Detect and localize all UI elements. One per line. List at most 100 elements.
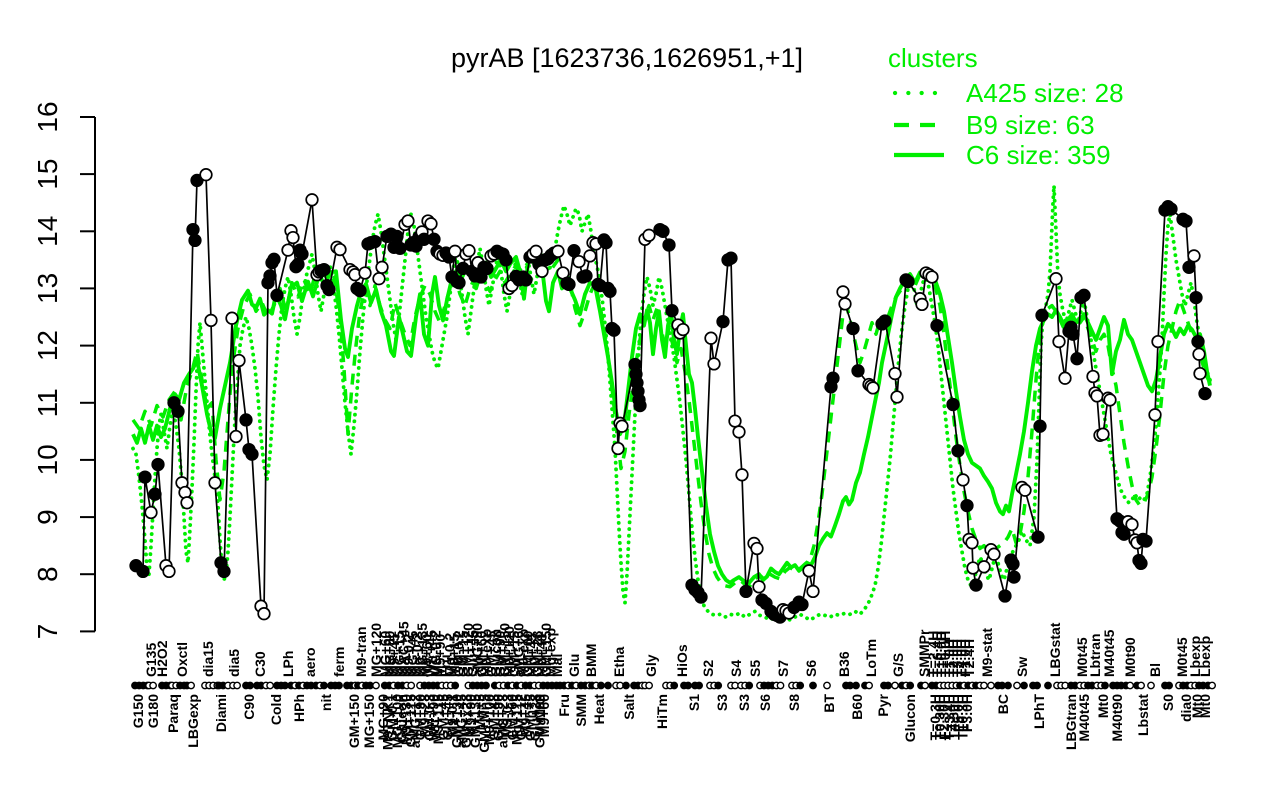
svg-text:Mt0: Mt0 bbox=[1189, 694, 1205, 718]
svg-text:M9-stat: M9-stat bbox=[979, 628, 995, 677]
svg-text:M9+60: M9+60 bbox=[418, 634, 434, 677]
svg-text:HiOs: HiOs bbox=[674, 644, 690, 677]
svg-text:GM+60: GM+60 bbox=[474, 630, 490, 677]
svg-text:9: 9 bbox=[32, 509, 63, 525]
svg-text:Paraq: Paraq bbox=[165, 694, 181, 733]
svg-text:Gly: Gly bbox=[643, 654, 659, 677]
svg-text:Diami: Diami bbox=[213, 694, 229, 732]
svg-text:M9+28: M9+28 bbox=[416, 694, 432, 737]
svg-text:Fru: Fru bbox=[437, 654, 453, 677]
svg-text:G180: G180 bbox=[145, 694, 161, 728]
svg-text:GM+100: GM+100 bbox=[531, 694, 547, 748]
svg-text:Glu: Glu bbox=[566, 654, 582, 677]
svg-text:S7: S7 bbox=[775, 660, 791, 677]
svg-text:aMG+90: aMG+90 bbox=[469, 623, 485, 677]
svg-text:Salt: Salt bbox=[621, 694, 637, 720]
svg-text:7: 7 bbox=[32, 624, 63, 640]
svg-text:dia0: dia0 bbox=[1178, 694, 1194, 722]
svg-text:M9+90: M9+90 bbox=[432, 634, 448, 677]
svg-text:M0t45: M0t45 bbox=[1074, 637, 1090, 677]
svg-text:Glucon: Glucon bbox=[487, 629, 503, 677]
svg-text:GM+90: GM+90 bbox=[492, 630, 508, 677]
svg-text:MG+15: MG+15 bbox=[391, 630, 407, 677]
svg-text:GM-0.2: GM-0.2 bbox=[451, 630, 467, 677]
svg-text:GM+150: GM+150 bbox=[346, 694, 362, 748]
svg-text:M9+45: M9+45 bbox=[518, 694, 534, 737]
svg-text:GM+130: GM+130 bbox=[449, 694, 465, 748]
svg-text:Oxctl: Oxctl bbox=[174, 642, 190, 677]
svg-text:GM+90: GM+90 bbox=[412, 694, 428, 741]
svg-text:M9+100: M9+100 bbox=[481, 694, 497, 745]
svg-text:T=0.3H: T=0.3H bbox=[927, 694, 943, 740]
svg-text:aMG+60: aMG+60 bbox=[510, 623, 526, 677]
svg-text:Cold: Cold bbox=[268, 694, 284, 725]
svg-text:LPhT: LPhT bbox=[1031, 694, 1047, 729]
svg-text:B36: B36 bbox=[836, 651, 852, 677]
svg-text:MAC+45: MAC+45 bbox=[395, 621, 411, 677]
svg-text:GM+15: GM+15 bbox=[506, 630, 522, 677]
svg-text:M9-tran: M9-tran bbox=[353, 626, 369, 677]
svg-text:MG+90: MG+90 bbox=[382, 630, 398, 677]
svg-text:T=6.4H: T=6.4H bbox=[929, 631, 945, 677]
svg-text:S0: S0 bbox=[1160, 694, 1176, 711]
svg-text:Glu+90: Glu+90 bbox=[490, 694, 506, 741]
svg-text:T4.30H: T4.30H bbox=[945, 694, 961, 740]
svg-text:T1.0H: T1.0H bbox=[941, 639, 957, 677]
svg-text:MG+60: MG+60 bbox=[377, 630, 393, 677]
svg-text:S6: S6 bbox=[803, 660, 819, 677]
svg-text:pyrAB [1623736,1626951,+1]: pyrAB [1623736,1626951,+1] bbox=[451, 43, 803, 73]
svg-text:M9+120: M9+120 bbox=[501, 626, 517, 677]
svg-text:GM+12: GM+12 bbox=[513, 694, 529, 741]
svg-text:T2.0H: T2.0H bbox=[945, 639, 961, 677]
svg-text:GM+48: GM+48 bbox=[485, 694, 501, 741]
svg-text:dia15: dia15 bbox=[200, 641, 216, 677]
svg-text:aMG+28: aMG+28 bbox=[495, 694, 511, 748]
svg-text:BMM: BMM bbox=[583, 644, 599, 677]
svg-text:G135: G135 bbox=[143, 643, 159, 677]
svg-text:Mg+115: Mg+115 bbox=[508, 694, 524, 745]
svg-text:Lbexp: Lbexp bbox=[1187, 636, 1203, 677]
svg-text:M9+15: M9+15 bbox=[446, 634, 462, 677]
svg-text:M9TNK1: M9TNK1 bbox=[380, 694, 396, 750]
svg-text:GM+135: GM+135 bbox=[467, 694, 483, 748]
svg-text:M9-0.1: M9-0.1 bbox=[444, 694, 460, 738]
svg-text:GM+Mn5: GM+Mn5 bbox=[476, 694, 492, 753]
svg-text:Lbstat: Lbstat bbox=[1135, 694, 1151, 736]
svg-text:F5.0H: F5.0H bbox=[950, 694, 966, 732]
svg-text:T10.0H: T10.0H bbox=[933, 631, 949, 677]
svg-text:T=2.4H: T=2.4H bbox=[925, 631, 941, 677]
svg-text:GM+45: GM+45 bbox=[435, 694, 451, 741]
svg-text:T=0.0H: T=0.0H bbox=[937, 631, 953, 677]
svg-text:BT: BT bbox=[821, 694, 837, 713]
svg-text:Mal: Mal bbox=[549, 654, 565, 677]
svg-text:A425 size: 28: A425 size: 28 bbox=[966, 78, 1124, 108]
svg-text:MG+45: MG+45 bbox=[405, 630, 421, 677]
svg-text:Gly+45: Gly+45 bbox=[439, 694, 455, 741]
svg-text:MG-0.2: MG-0.2 bbox=[428, 630, 444, 677]
svg-text:C90: C90 bbox=[241, 694, 257, 720]
svg-text:S3: S3 bbox=[714, 694, 730, 711]
svg-text:S2: S2 bbox=[700, 660, 716, 677]
svg-text:M9+48: M9+48 bbox=[533, 634, 549, 677]
svg-text:MG+100: MG+100 bbox=[389, 694, 405, 748]
svg-text:S6: S6 bbox=[757, 694, 773, 711]
svg-text:Mt0: Mt0 bbox=[1095, 694, 1111, 718]
svg-text:Mn+5: Mn+5 bbox=[472, 694, 488, 730]
svg-text:S4: S4 bbox=[728, 660, 744, 677]
svg-text:MG+120: MG+120 bbox=[368, 623, 384, 677]
svg-text:M9+90: M9+90 bbox=[462, 694, 478, 737]
svg-text:GMh+5: GMh+5 bbox=[522, 694, 538, 741]
svg-text:GM+150: GM+150 bbox=[538, 623, 554, 677]
svg-text:dia5: dia5 bbox=[226, 649, 242, 677]
svg-text:Wtr+45: Wtr+45 bbox=[423, 630, 439, 677]
svg-text:M9-exp: M9-exp bbox=[515, 629, 531, 677]
svg-text:M9+130: M9+130 bbox=[398, 694, 414, 745]
svg-text:SMM: SMM bbox=[573, 694, 589, 727]
svg-text:12: 12 bbox=[32, 330, 63, 361]
svg-text:Mg-0.2: Mg-0.2 bbox=[441, 632, 457, 677]
svg-text:F1.0H: F1.0H bbox=[957, 639, 973, 677]
svg-text:C6 size: 359: C6 size: 359 bbox=[966, 140, 1111, 170]
svg-text:Etha: Etha bbox=[611, 646, 627, 677]
svg-text:S1: S1 bbox=[686, 694, 702, 711]
svg-text:GM+120: GM+120 bbox=[460, 623, 476, 677]
